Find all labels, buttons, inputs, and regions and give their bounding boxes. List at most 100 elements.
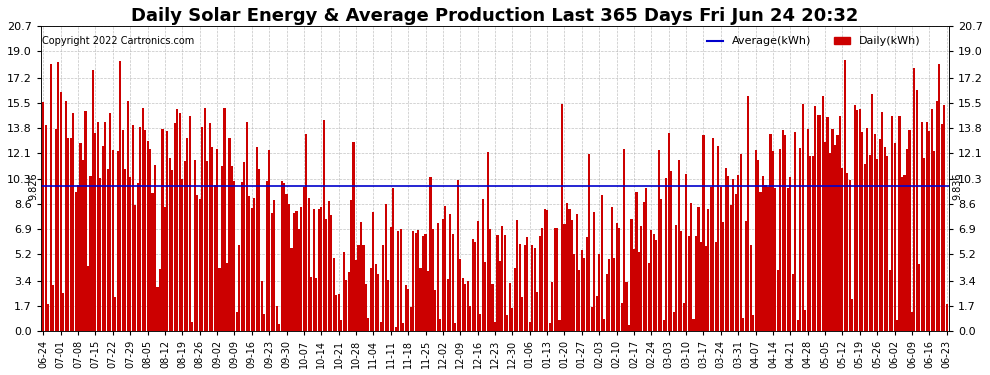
Bar xyxy=(914,68,916,331)
Bar xyxy=(176,109,178,331)
Bar xyxy=(878,140,881,331)
Bar xyxy=(253,198,255,331)
Bar xyxy=(561,104,563,331)
Bar xyxy=(655,240,657,331)
Bar xyxy=(97,122,99,331)
Bar xyxy=(692,319,695,331)
Bar xyxy=(522,297,524,331)
Bar xyxy=(603,320,605,331)
Bar xyxy=(817,116,819,331)
Bar xyxy=(725,168,727,331)
Bar xyxy=(114,297,117,331)
Bar xyxy=(315,278,318,331)
Bar xyxy=(320,207,323,331)
Legend: Average(kWh), Daily(kWh): Average(kWh), Daily(kWh) xyxy=(702,32,926,51)
Bar xyxy=(464,284,466,331)
Bar xyxy=(265,181,267,331)
Bar xyxy=(744,221,746,331)
Bar xyxy=(231,166,233,331)
Bar xyxy=(303,187,305,331)
Bar xyxy=(338,294,340,331)
Bar xyxy=(623,149,625,331)
Bar xyxy=(45,125,47,331)
Bar xyxy=(934,151,936,331)
Bar xyxy=(643,202,644,331)
Bar xyxy=(481,199,484,331)
Bar xyxy=(511,308,514,331)
Bar xyxy=(69,138,71,331)
Bar xyxy=(708,209,710,331)
Bar xyxy=(842,168,843,331)
Bar xyxy=(323,120,325,331)
Bar xyxy=(516,220,519,331)
Bar xyxy=(529,322,531,331)
Bar xyxy=(677,160,680,331)
Bar xyxy=(759,192,761,331)
Bar xyxy=(940,124,942,331)
Bar xyxy=(280,181,282,331)
Bar xyxy=(539,236,541,331)
Bar xyxy=(300,207,303,331)
Bar xyxy=(752,315,754,331)
Bar xyxy=(102,146,104,331)
Title: Daily Solar Energy & Average Production Last 365 Days Fri Jun 24 20:32: Daily Solar Energy & Average Production … xyxy=(132,7,858,25)
Bar xyxy=(804,310,806,331)
Bar xyxy=(395,327,397,331)
Bar xyxy=(420,268,422,331)
Bar xyxy=(667,132,670,331)
Bar xyxy=(527,237,529,331)
Text: 9.836: 9.836 xyxy=(952,172,962,200)
Bar xyxy=(171,170,173,331)
Bar xyxy=(843,60,846,331)
Bar xyxy=(858,110,861,331)
Bar xyxy=(657,150,660,331)
Bar xyxy=(189,116,191,331)
Bar xyxy=(283,183,285,331)
Bar xyxy=(432,229,434,331)
Bar xyxy=(784,135,786,331)
Bar xyxy=(601,195,603,331)
Bar xyxy=(412,231,414,331)
Bar xyxy=(598,254,600,331)
Bar xyxy=(341,320,343,331)
Bar xyxy=(705,246,707,331)
Bar xyxy=(631,219,633,331)
Bar xyxy=(703,135,705,331)
Bar xyxy=(137,183,139,331)
Bar xyxy=(402,323,404,331)
Bar xyxy=(754,150,756,331)
Bar xyxy=(718,146,720,331)
Bar xyxy=(476,222,479,331)
Bar xyxy=(633,249,635,331)
Bar xyxy=(909,130,911,331)
Bar xyxy=(532,245,534,331)
Bar xyxy=(606,273,608,331)
Bar xyxy=(275,306,277,331)
Bar xyxy=(246,122,248,331)
Bar xyxy=(568,209,570,331)
Bar xyxy=(422,236,424,331)
Bar xyxy=(509,283,511,331)
Bar xyxy=(360,222,362,331)
Bar xyxy=(921,122,923,331)
Bar xyxy=(278,324,280,331)
Bar xyxy=(645,188,647,331)
Bar xyxy=(662,320,665,331)
Bar xyxy=(92,70,94,331)
Bar xyxy=(440,319,442,331)
Bar xyxy=(122,130,124,331)
Bar xyxy=(59,93,61,331)
Bar xyxy=(156,286,158,331)
Bar xyxy=(837,135,839,331)
Bar xyxy=(397,231,399,331)
Bar xyxy=(54,129,56,331)
Bar xyxy=(365,284,367,331)
Bar xyxy=(871,93,873,331)
Bar xyxy=(308,198,310,331)
Bar xyxy=(226,263,228,331)
Bar xyxy=(797,320,799,331)
Bar xyxy=(571,219,573,331)
Bar xyxy=(848,180,851,331)
Bar xyxy=(660,199,662,331)
Bar xyxy=(769,134,771,331)
